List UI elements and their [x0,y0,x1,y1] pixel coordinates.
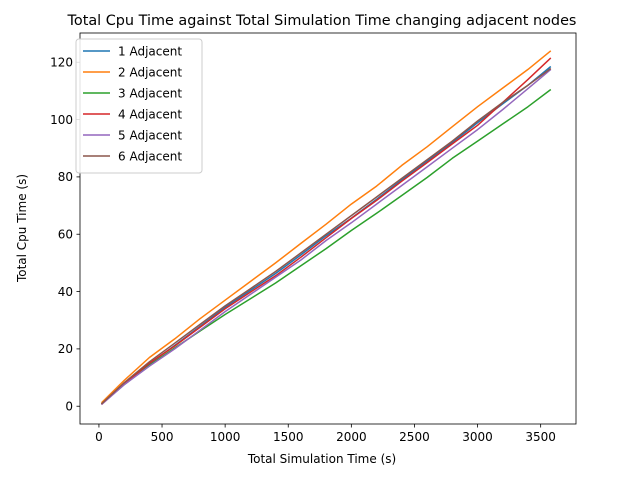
series-line-5 [101,68,552,406]
series-line-6 [100,67,552,405]
y-tick-label: 100 [50,113,73,127]
x-tick-label: 500 [151,430,174,444]
y-axis-ticks: 0 20 40 60 80 100 120 [50,56,80,414]
x-tick-label: 1000 [210,430,241,444]
y-tick-label: 60 [58,228,73,242]
series-line-4 [100,57,552,406]
y-tick-label: 40 [58,285,73,299]
x-axis-label: Total Simulation Time (s) [247,452,396,466]
y-tick-label: 0 [65,400,73,414]
legend: 1 Adjacent 2 Adjacent 3 Adjacent 4 Adjacent… [75,38,203,174]
y-tick-label: 20 [58,342,73,356]
y-tick-label: 120 [50,56,73,70]
legend-label-4: 4 Adjacent [118,107,182,121]
plot-lines [100,50,552,406]
x-tick-label: 2500 [399,430,430,444]
chart-title: Total Cpu Time against Total Simulation … [67,13,577,29]
legend-label-1: 1 Adjacent [118,44,182,58]
series-line-2 [100,50,552,404]
plot-area-frame [79,32,577,425]
x-tick-label: 0 [95,430,103,444]
x-axis-ticks: 0 500 1000 1500 2000 2500 3000 3500 [95,424,556,444]
legend-label-6: 6 Adjacent [118,149,182,163]
legend-label-5: 5 Adjacent [118,128,182,142]
legend-label-2: 2 Adjacent [118,65,182,79]
y-tick-label: 80 [58,170,73,184]
legend-label-3: 3 Adjacent [118,86,182,100]
x-tick-label: 2000 [336,430,367,444]
x-tick-label: 1500 [273,430,304,444]
x-tick-label: 3000 [462,430,493,444]
x-tick-label: 3500 [525,430,556,444]
y-axis-label: Total Cpu Time (s) [15,174,29,283]
